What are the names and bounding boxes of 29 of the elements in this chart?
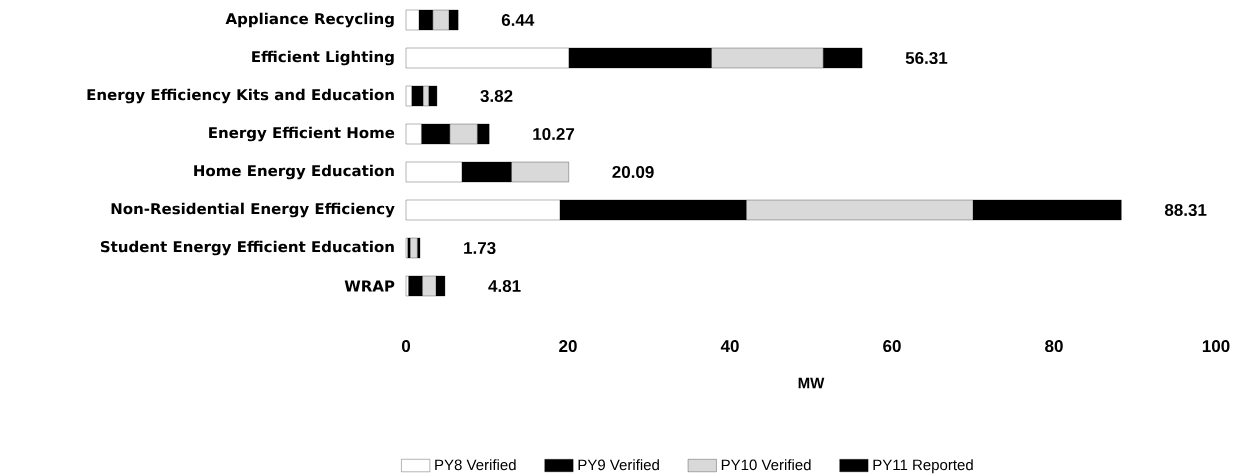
- total-label: 88.31: [1164, 203, 1207, 217]
- x-tick-label: 20: [559, 340, 577, 353]
- total-label: 20.09: [612, 166, 654, 179]
- total-label: 1.73: [464, 241, 496, 255]
- x-tick-label: 0: [401, 340, 411, 353]
- legend-label: PY8 Verified: [435, 459, 516, 471]
- y-tick-label: Energy Efficiency Kits and Education: [87, 88, 394, 104]
- y-tick-label: Student Energy Efficient Education: [100, 240, 394, 256]
- total-label: 3.82: [480, 89, 513, 103]
- total-label: 6.44: [501, 14, 535, 27]
- y-tick-label: Appliance Recycling: [225, 12, 394, 28]
- x-axis-title: MW: [798, 377, 825, 389]
- legend-label: PY10 Verified: [721, 459, 811, 471]
- y-tick-label: Non-Residential Energy Efficiency: [111, 202, 395, 218]
- total-label: 56.31: [905, 51, 948, 65]
- x-tick-label: 100: [1202, 340, 1230, 353]
- y-tick-label: WRAP: [344, 280, 395, 292]
- x-tick-label: 60: [883, 340, 901, 353]
- total-label: 10.27: [533, 128, 575, 141]
- y-tick-label: Efficient Lighting: [252, 50, 394, 66]
- bar: [428, 85, 438, 107]
- total-label: 4.81: [488, 279, 521, 292]
- legend-label: PY11 Reported: [873, 459, 973, 474]
- y-tick-label: Home Energy Education: [194, 164, 394, 180]
- bar: [409, 237, 418, 259]
- legend-label: PY9 Verified: [578, 459, 659, 471]
- x-tick-label: 40: [720, 340, 739, 353]
- x-tick-label: 80: [1045, 340, 1063, 353]
- y-tick-label: Energy Efficient Home: [209, 126, 395, 142]
